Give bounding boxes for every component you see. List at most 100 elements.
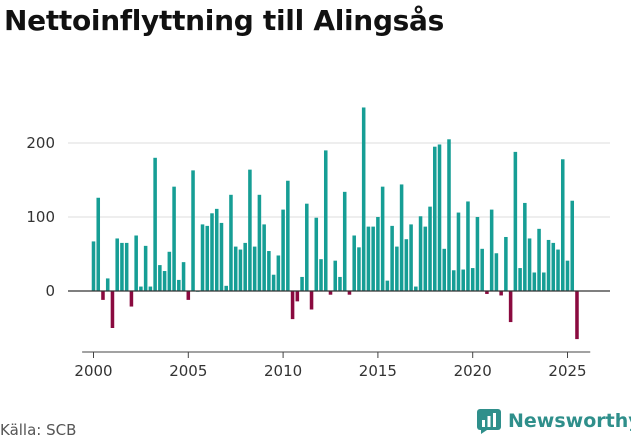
bar-0 [91, 241, 96, 291]
bar-58 [366, 226, 371, 291]
bar-70 [423, 226, 428, 291]
bar-56 [357, 247, 361, 291]
bar-55 [352, 235, 356, 291]
bar-87 [504, 236, 508, 291]
newsworthy-logo-icon [477, 409, 501, 434]
bar-37 [267, 251, 271, 291]
y-tick-label-0: 0 [45, 282, 55, 300]
bar-95 [542, 272, 546, 291]
bar-102 [575, 291, 579, 340]
bar-30 [233, 246, 238, 291]
bar-6 [120, 242, 124, 291]
bar-26 [214, 208, 219, 291]
bar-41 [286, 180, 290, 291]
bar-71 [428, 206, 432, 291]
newsworthy-logo[interactable]: Newsworthy [476, 408, 631, 434]
bar-73 [437, 144, 442, 291]
bar-97 [551, 242, 556, 291]
bar-39 [276, 255, 281, 291]
bar-5 [115, 238, 119, 291]
bar-23 [200, 224, 205, 291]
bar-93 [532, 272, 537, 291]
bar-20 [186, 291, 191, 300]
bar-49 [323, 150, 328, 291]
bar-84 [489, 209, 494, 291]
bar-25 [210, 213, 214, 291]
bar-98 [556, 249, 560, 291]
newsworthy-logo-text: Newsworthy [508, 410, 631, 432]
bar-68 [414, 286, 418, 291]
bar-89 [513, 151, 518, 291]
bar-28 [224, 285, 228, 291]
bar-31 [238, 249, 243, 291]
bar-11 [143, 245, 148, 291]
bar-42 [290, 291, 295, 320]
bar-79 [466, 201, 470, 291]
bar-66 [404, 239, 409, 291]
bar-27 [219, 222, 224, 291]
bar-57 [361, 107, 366, 291]
bar-99 [560, 159, 565, 291]
bar-94 [537, 228, 541, 291]
y-axis: 0 100 200 [26, 134, 55, 300]
bar-101 [570, 200, 575, 291]
x-tick-label-2000: 2000 [74, 362, 112, 380]
bar-12 [148, 286, 153, 291]
bar-60 [376, 217, 380, 291]
bar-4 [110, 291, 115, 328]
bar-17 [172, 186, 176, 291]
bar-54 [347, 291, 352, 295]
x-tick-label-2020: 2020 [454, 362, 492, 380]
bar-3 [105, 278, 110, 291]
bar-2 [101, 291, 105, 300]
bar-46 [309, 291, 314, 310]
bar-96 [546, 239, 551, 291]
bar-8 [129, 291, 134, 307]
bar-53 [342, 191, 347, 291]
bar-24 [205, 225, 210, 291]
bar-7 [124, 242, 129, 291]
bar-63 [390, 225, 394, 291]
x-axis: 2000 2005 2010 2015 2020 2025 [74, 351, 591, 380]
bar-85 [494, 253, 499, 291]
bar-33 [248, 169, 252, 291]
bar-65 [399, 184, 404, 291]
bar-67 [409, 224, 413, 291]
bar-74 [442, 248, 447, 291]
bar-92 [527, 238, 532, 291]
bar-91 [523, 202, 527, 291]
bar-75 [447, 139, 451, 291]
x-tick-label-2010: 2010 [264, 362, 302, 380]
bar-50 [328, 291, 333, 295]
x-tick-label-2005: 2005 [169, 362, 207, 380]
bar-38 [271, 274, 276, 291]
bar-59 [371, 226, 375, 291]
bar-62 [385, 280, 390, 291]
bar-76 [451, 270, 456, 291]
bar-86 [499, 291, 503, 296]
bar-15 [162, 271, 167, 291]
bar-83 [485, 291, 489, 294]
bar-32 [243, 242, 247, 291]
bar-29 [229, 194, 233, 291]
y-tick-label-200: 200 [26, 134, 55, 152]
bar-19 [181, 262, 186, 291]
bar-82 [480, 248, 484, 291]
source-label: Källa: SCB [0, 421, 77, 439]
bar-14 [158, 265, 162, 291]
bar-16 [167, 251, 172, 291]
bar-1 [96, 197, 101, 291]
bars [91, 107, 579, 340]
bar-80 [470, 268, 475, 291]
bar-72 [433, 146, 437, 291]
bar-44 [300, 276, 304, 291]
bar-43 [295, 291, 300, 302]
x-tick-label-2025: 2025 [548, 362, 586, 380]
bar-78 [461, 269, 465, 291]
bar-61 [380, 186, 385, 291]
bar-10 [139, 286, 143, 291]
bar-40 [281, 209, 285, 291]
bar-88 [508, 291, 513, 323]
bar-69 [418, 216, 423, 291]
